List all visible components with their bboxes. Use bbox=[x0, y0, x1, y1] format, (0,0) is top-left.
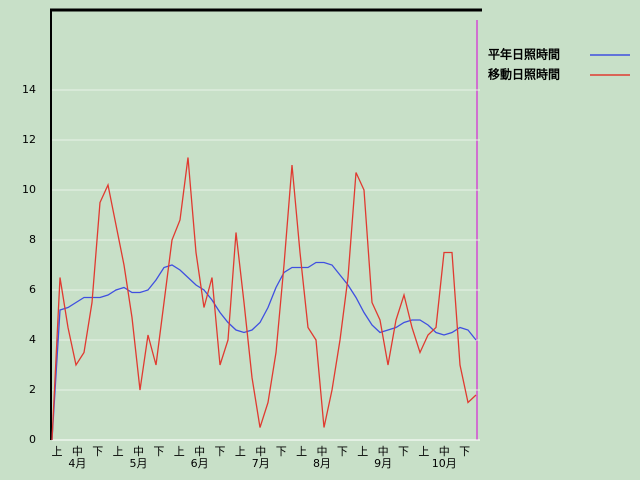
x-tick-label: 下 bbox=[337, 445, 348, 458]
x-tick-label: 下 bbox=[276, 445, 287, 458]
series-line bbox=[51, 157, 477, 441]
x-tick-label: 中 bbox=[378, 445, 389, 458]
x-tick-label: 上 bbox=[296, 445, 307, 458]
month-label: 8月 bbox=[313, 457, 331, 470]
y-tick-label: 8 bbox=[29, 233, 36, 246]
x-tick-label: 中 bbox=[133, 445, 144, 458]
x-tick-label: 上 bbox=[357, 445, 368, 458]
x-tick-label: 上 bbox=[113, 445, 124, 458]
month-label: 6月 bbox=[191, 457, 209, 470]
month-label: 7月 bbox=[252, 457, 270, 470]
x-tick-label: 下 bbox=[153, 445, 164, 458]
x-tick-label: 上 bbox=[418, 445, 429, 458]
x-tick-label: 中 bbox=[439, 445, 450, 458]
y-tick-label: 6 bbox=[29, 283, 36, 296]
x-tick-label: 中 bbox=[194, 445, 205, 458]
x-tick-label: 上 bbox=[52, 445, 63, 458]
series-line bbox=[51, 261, 477, 441]
month-label: 10月 bbox=[432, 457, 457, 470]
y-tick-label: 14 bbox=[22, 83, 36, 96]
y-tick-label: 12 bbox=[22, 133, 36, 146]
x-tick-label: 中 bbox=[316, 445, 327, 458]
x-tick-label: 下 bbox=[459, 445, 470, 458]
x-tick-label: 中 bbox=[255, 445, 266, 458]
y-tick-label: 2 bbox=[29, 383, 36, 396]
month-label: 5月 bbox=[130, 457, 148, 470]
y-tick-label: 0 bbox=[29, 433, 36, 446]
month-label: 9月 bbox=[374, 457, 392, 470]
x-tick-label: 下 bbox=[215, 445, 226, 458]
x-tick-label: 下 bbox=[92, 445, 103, 458]
x-tick-label: 上 bbox=[235, 445, 246, 458]
x-tick-label: 中 bbox=[72, 445, 83, 458]
x-tick-label: 上 bbox=[174, 445, 185, 458]
month-label: 4月 bbox=[68, 457, 86, 470]
y-tick-label: 4 bbox=[29, 333, 36, 346]
y-tick-label: 10 bbox=[22, 183, 36, 196]
legend-label: 平年日照時間 bbox=[488, 47, 560, 62]
legend-label: 移動日照時間 bbox=[488, 67, 560, 82]
x-tick-label: 下 bbox=[398, 445, 409, 458]
